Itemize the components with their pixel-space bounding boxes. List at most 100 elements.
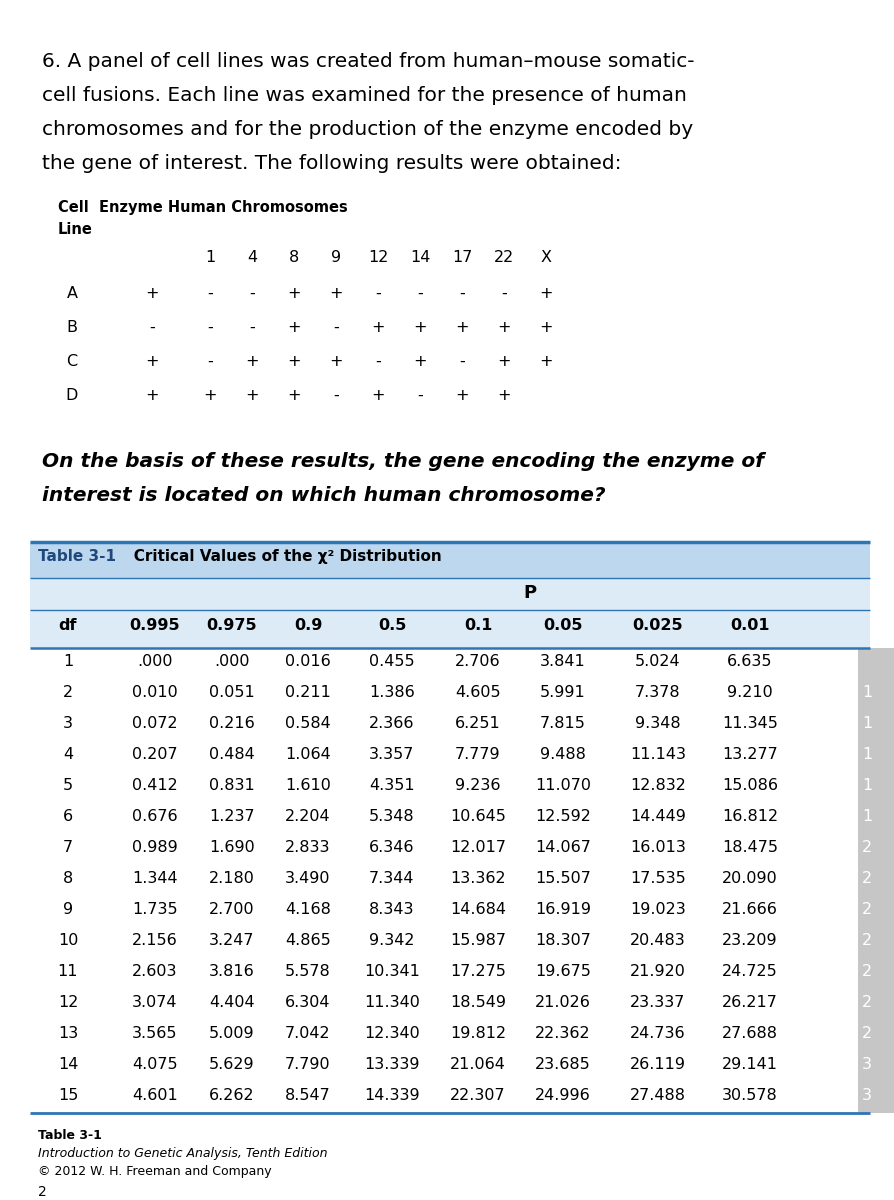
Text: +: + [539,320,552,335]
Text: 11.340: 11.340 [364,995,419,1010]
Text: -: - [375,286,381,301]
Text: 2.204: 2.204 [285,809,331,824]
Text: 26.119: 26.119 [629,1057,685,1072]
Text: 12.340: 12.340 [364,1026,419,1040]
Text: 9.342: 9.342 [369,934,414,948]
Text: 11: 11 [58,964,78,979]
Text: 1: 1 [861,716,872,731]
Text: +: + [539,354,552,370]
Text: 1.344: 1.344 [132,871,178,886]
Text: 10: 10 [58,934,78,948]
Text: 20.090: 20.090 [721,871,777,886]
Text: 5.024: 5.024 [635,654,680,670]
Text: 2.700: 2.700 [209,902,255,917]
Text: 11.070: 11.070 [535,778,590,793]
Text: 8.547: 8.547 [285,1088,331,1103]
Text: 2: 2 [861,934,871,948]
Text: 19.812: 19.812 [450,1026,505,1040]
Text: 20.483: 20.483 [629,934,685,948]
Text: B: B [66,320,78,335]
Text: the gene of interest. The following results were obtained:: the gene of interest. The following resu… [42,154,620,173]
Text: 9.236: 9.236 [455,778,500,793]
Text: 3: 3 [861,1088,871,1103]
Text: 0.9: 0.9 [293,618,322,634]
Text: .000: .000 [214,654,249,670]
Text: 8: 8 [289,250,299,265]
Text: 13.277: 13.277 [721,746,777,762]
Text: 3.841: 3.841 [539,654,586,670]
Text: 9: 9 [63,902,73,917]
Text: 3.357: 3.357 [369,746,414,762]
Text: -: - [149,320,155,335]
Text: 17.275: 17.275 [450,964,505,979]
Text: 19.023: 19.023 [629,902,685,917]
Text: -: - [333,388,339,403]
Text: 10.341: 10.341 [364,964,419,979]
Text: 3.247: 3.247 [209,934,255,948]
Text: 5.348: 5.348 [368,809,414,824]
Text: df: df [59,618,77,634]
Text: -: - [417,388,422,403]
Text: 0.584: 0.584 [285,716,331,731]
Text: 3: 3 [63,716,73,731]
Text: chromosomes and for the production of the enzyme encoded by: chromosomes and for the production of th… [42,120,692,139]
Text: 17: 17 [451,250,472,265]
Text: 15.086: 15.086 [721,778,777,793]
Text: 14.684: 14.684 [450,902,505,917]
Text: 4.865: 4.865 [285,934,331,948]
Text: -: - [375,354,381,370]
Text: -: - [207,320,213,335]
Text: +: + [329,286,342,301]
Text: 0.831: 0.831 [209,778,255,793]
Text: 8.343: 8.343 [369,902,414,917]
Text: 21.064: 21.064 [450,1057,505,1072]
Text: 6: 6 [63,809,73,824]
Text: Table 3-1: Table 3-1 [38,1129,102,1142]
Text: 30.578: 30.578 [721,1088,777,1103]
Text: 17.535: 17.535 [629,871,685,886]
Text: 15.987: 15.987 [450,934,505,948]
Text: 22.362: 22.362 [535,1026,590,1040]
Text: C: C [66,354,78,370]
Text: 10.645: 10.645 [450,809,505,824]
Text: +: + [145,388,158,403]
Text: 4.605: 4.605 [455,685,501,700]
Text: 9.488: 9.488 [539,746,586,762]
Text: 0.1: 0.1 [463,618,492,634]
Text: 5.578: 5.578 [285,964,331,979]
Text: 16.919: 16.919 [535,902,590,917]
Text: 12.592: 12.592 [535,809,590,824]
Text: 14.339: 14.339 [364,1088,419,1103]
Text: 1.610: 1.610 [285,778,331,793]
Text: 23.685: 23.685 [535,1057,590,1072]
Text: 7.790: 7.790 [285,1057,331,1072]
Text: 4.351: 4.351 [368,778,414,793]
Text: +: + [203,388,216,403]
Text: 18.307: 18.307 [535,934,590,948]
Text: Table 3-1: Table 3-1 [38,550,116,564]
Text: 1: 1 [861,809,872,824]
Text: +: + [245,388,258,403]
Text: 4: 4 [247,250,257,265]
Text: +: + [287,388,300,403]
Text: -: - [249,286,255,301]
Text: 27.488: 27.488 [629,1088,685,1103]
Text: 9.210: 9.210 [726,685,772,700]
Text: 3.565: 3.565 [132,1026,178,1040]
Text: 1.064: 1.064 [285,746,331,762]
Text: 29.141: 29.141 [721,1057,777,1072]
Text: 1: 1 [205,250,215,265]
Text: Line: Line [58,222,93,236]
Text: 0.989: 0.989 [132,840,178,854]
Text: 0.05: 0.05 [543,618,582,634]
Text: 0.207: 0.207 [132,746,178,762]
Text: 0.5: 0.5 [377,618,406,634]
Text: 0.455: 0.455 [368,654,414,670]
Text: 12.017: 12.017 [450,840,505,854]
Text: 12.832: 12.832 [629,778,685,793]
Text: -: - [249,320,255,335]
Text: 2: 2 [861,840,871,854]
Text: 0.975: 0.975 [207,618,257,634]
FancyBboxPatch shape [30,542,869,578]
Text: 2: 2 [63,685,73,700]
